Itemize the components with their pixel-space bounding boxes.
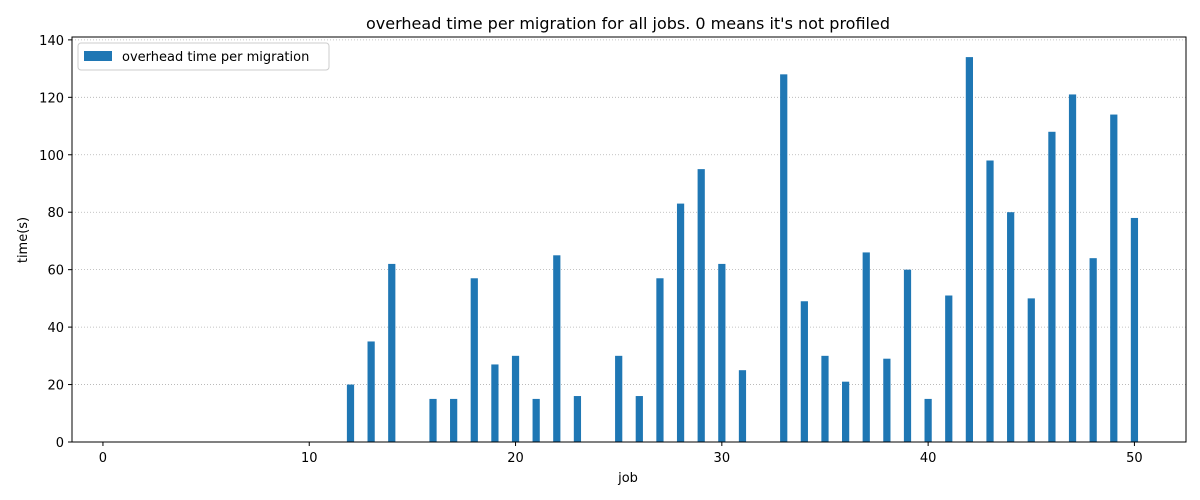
- x-tick-label: 20: [507, 451, 524, 466]
- x-tick-label: 30: [714, 451, 731, 466]
- bar: [367, 341, 375, 442]
- bar: [573, 396, 582, 442]
- bar: [656, 278, 664, 442]
- x-axis-ticks: 0 10 20 30 40 50: [99, 442, 1143, 466]
- bar: [1089, 258, 1097, 442]
- y-tick-label: 100: [39, 149, 64, 164]
- y-tick-label: 0: [56, 436, 64, 451]
- bar: [1068, 94, 1077, 442]
- bar: [965, 57, 973, 442]
- bar: [1007, 212, 1015, 442]
- bar: [780, 74, 788, 442]
- x-tick-label: 0: [99, 451, 107, 466]
- bar: [842, 381, 850, 442]
- x-axis-label: job: [617, 471, 638, 486]
- x-tick-label: 40: [920, 451, 937, 466]
- legend: overhead time per migration: [77, 42, 330, 71]
- y-axis-label: time(s): [16, 217, 31, 263]
- x-tick-label: 50: [1126, 451, 1143, 466]
- chart-title: overhead time per migration for all jobs…: [366, 14, 890, 33]
- y-tick-label: 20: [47, 379, 64, 394]
- bars: [346, 57, 1139, 443]
- bar: [511, 355, 520, 442]
- y-tick-label: 40: [47, 321, 64, 336]
- bar: [532, 398, 540, 442]
- bar: [1110, 114, 1118, 442]
- bar: [1130, 217, 1139, 442]
- bar: [862, 252, 870, 442]
- bar: [883, 358, 891, 442]
- bar: [346, 384, 355, 442]
- bar: [738, 370, 747, 442]
- bar: [635, 396, 643, 442]
- y-tick-label: 120: [39, 91, 64, 106]
- bar: [1048, 131, 1056, 442]
- bar: [429, 398, 437, 442]
- plot-frame: [71, 36, 1187, 443]
- legend-swatch: [84, 51, 112, 61]
- y-tick-label: 60: [47, 264, 64, 279]
- bar: [450, 398, 458, 442]
- bar: [470, 278, 478, 442]
- bar: [388, 263, 396, 442]
- legend-label: overhead time per migration: [122, 50, 309, 65]
- y-tick-label: 140: [39, 34, 64, 49]
- bar: [903, 269, 912, 442]
- legend-box: [77, 42, 330, 71]
- bar: [718, 263, 726, 442]
- bar: [924, 398, 932, 442]
- bar: [986, 160, 994, 443]
- bar: [945, 295, 953, 442]
- y-tick-label: 80: [47, 206, 64, 221]
- bar: [676, 203, 685, 442]
- y-axis-ticks: 0 20 40 60 80 100 120 140: [39, 34, 72, 451]
- bar: [697, 169, 705, 442]
- bar: [491, 364, 499, 442]
- x-tick-label: 10: [301, 451, 318, 466]
- bar: [800, 301, 808, 442]
- bar: [821, 355, 829, 442]
- bar: [1027, 298, 1035, 442]
- bar: [615, 355, 623, 442]
- bar: [553, 255, 561, 442]
